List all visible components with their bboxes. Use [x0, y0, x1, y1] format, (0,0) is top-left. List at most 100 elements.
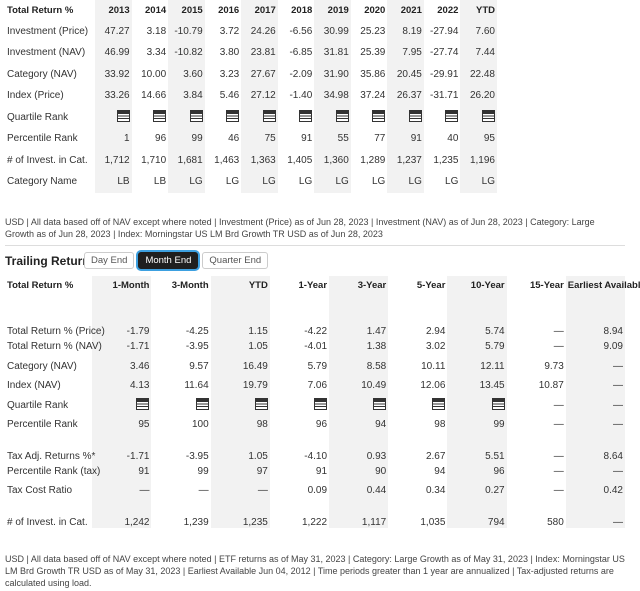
cell: 40 — [447, 133, 459, 145]
cell — [388, 396, 447, 416]
table-row: Percentile Rank 95 100 98 96 94 98 99— — — [5, 415, 625, 435]
trailing-table: Total Return % 1-Month 3-Month YTD 1-Year 3-Y… — [5, 276, 640, 528]
cell — [424, 107, 461, 129]
cell: -2.09 — [289, 68, 313, 80]
row-label: Quartile Rank — [7, 111, 69, 123]
cell: 1.15 — [210, 310, 270, 337]
tab[interactable]: Day End — [84, 252, 135, 269]
cell: -3.95 — [185, 341, 209, 353]
cell: — — [565, 500, 625, 528]
cell: 1,196 — [460, 149, 497, 171]
cell: 1.47 — [329, 310, 389, 337]
cell: 95 — [92, 415, 152, 435]
cell — [241, 106, 278, 128]
cell — [351, 107, 388, 129]
tab[interactable]: Quarter End — [202, 252, 269, 269]
cell: 10.00 — [141, 68, 167, 80]
cell: 30.99 — [314, 20, 351, 42]
cell: 7.60 — [460, 20, 497, 42]
cell: 3.23 — [219, 68, 240, 80]
cell: 3.34 — [146, 47, 167, 59]
cell: — — [565, 395, 625, 415]
tab-active[interactable]: Month End — [138, 252, 199, 269]
row-label: Investment (Price) — [7, 25, 89, 37]
cell: 31.81 — [314, 42, 351, 64]
cell — [329, 395, 389, 415]
cell: 91 — [92, 461, 152, 481]
cell: 10.11 — [421, 360, 446, 372]
row-label: # of Invest. in Cat. — [7, 516, 88, 528]
cell — [210, 395, 270, 415]
column-header: 2021 — [387, 0, 424, 20]
cell: 5.46 — [219, 90, 240, 102]
cell: -1.71 — [92, 337, 152, 357]
cell: 77 — [374, 133, 386, 145]
cell: -1.40 — [289, 90, 313, 102]
cell: 5.51 — [447, 434, 507, 462]
cell: 8.19 — [387, 20, 424, 42]
table-row: Investment (Price) 47.27 3.18 -10.79 3.72 24.… — [5, 20, 497, 42]
column-header: Earliest Available — [565, 276, 640, 310]
quartile-icon — [445, 109, 459, 122]
cell: 91 — [387, 128, 424, 150]
cell: 1,235 — [433, 154, 459, 166]
cell: -6.56 — [289, 25, 313, 37]
column-header: 3-Month — [171, 280, 209, 291]
cell: 94 — [434, 465, 446, 477]
table-row: # of Invest. in Cat. 1,712 1,710 1,681 1,463… — [5, 149, 497, 171]
cell: 91 — [301, 133, 313, 145]
cell: LG — [445, 176, 459, 188]
cell: 0.34 — [425, 485, 446, 497]
cell — [92, 395, 152, 415]
table-row: Tax Cost Ratio — — —0.09 0.44 0.34 0.27—0.42 — [5, 481, 625, 501]
cell: 8.64 — [565, 434, 625, 462]
cell — [387, 106, 424, 128]
cell: 97 — [210, 461, 270, 481]
cell: 46.99 — [95, 42, 132, 64]
cell: 33.92 — [95, 63, 132, 85]
cell: 94 — [329, 415, 389, 435]
column-header: 2014 — [145, 4, 167, 16]
cell: 1,360 — [314, 149, 351, 171]
cell: 7.95 — [387, 42, 424, 64]
row-label: Percentile Rank — [7, 419, 78, 431]
cell: 1.38 — [329, 337, 389, 357]
cell: 35.86 — [360, 68, 386, 80]
cell: -10.82 — [168, 42, 205, 64]
cell: LG — [168, 171, 205, 193]
quartile-icon — [153, 109, 167, 122]
cell: — — [553, 399, 564, 411]
cell: 95 — [460, 128, 497, 150]
row-label: Tax Cost Ratio — [7, 485, 73, 497]
cell: 3.60 — [168, 63, 205, 85]
table-row: Category (NAV) 3.46 9.57 16.49 5.79 8.58 10.11… — [5, 356, 625, 376]
cell: 1,712 — [95, 149, 132, 171]
cell: 1,239 — [183, 516, 209, 528]
cell: 1,363 — [241, 149, 278, 171]
cell: -27.74 — [430, 47, 459, 59]
cell: 3.46 — [92, 356, 152, 376]
cell: 16.49 — [210, 356, 270, 376]
cell: — — [553, 326, 564, 337]
cell: LB — [153, 176, 167, 188]
cell: LG — [241, 171, 278, 193]
cell: — — [565, 415, 625, 435]
cell: 0.44 — [329, 481, 389, 501]
column-header: Total Return % — [7, 4, 74, 16]
cell: 1,463 — [214, 154, 240, 166]
cell: -1.79 — [92, 310, 152, 337]
table-row: Total Return % (NAV) -1.71 -3.95 1.05 -4.01 1… — [5, 337, 625, 357]
cell: 10.87 — [538, 380, 564, 392]
cell — [270, 396, 329, 416]
cell: 1,242 — [92, 500, 152, 528]
cell: 96 — [447, 461, 507, 481]
table-row: Tax Adj. Returns %* -1.71 -3.95 1.05 -4.10 0.… — [5, 434, 625, 462]
cell: 3.18 — [146, 25, 167, 37]
cell: -4.25 — [185, 326, 209, 337]
cell: LG — [314, 171, 351, 193]
cell: 2.67 — [425, 450, 446, 462]
quartile-icon — [136, 397, 150, 410]
cell: 99 — [168, 128, 205, 150]
cell: 1,681 — [168, 149, 205, 171]
table-row: Category (NAV) 33.92 10.00 3.60 3.23 27.67 -2.… — [5, 63, 497, 85]
